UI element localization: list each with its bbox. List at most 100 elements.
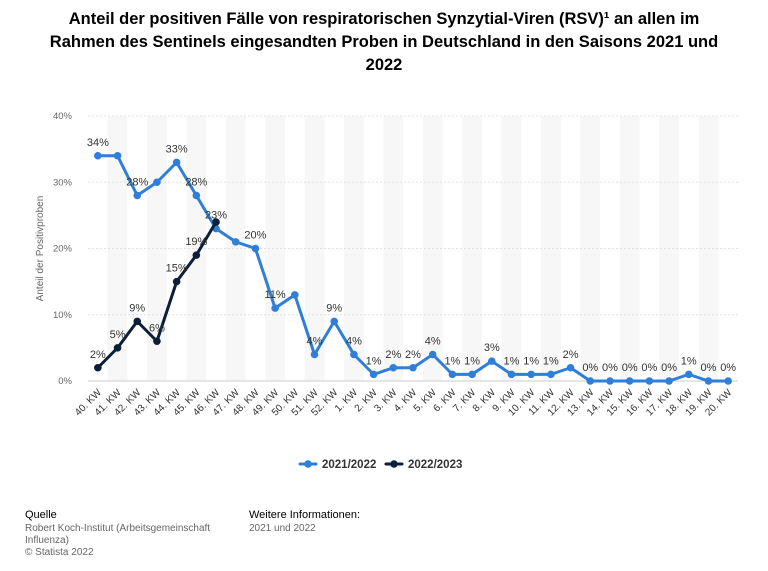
- data-point: [251, 244, 260, 253]
- data-label: 28%: [185, 177, 207, 189]
- data-label: 0%: [661, 362, 677, 374]
- data-point: [468, 370, 476, 379]
- data-point: [94, 151, 102, 160]
- data-point: [487, 357, 496, 365]
- data-point: [271, 304, 279, 312]
- legend-marker: [304, 460, 312, 468]
- y-axis-ticks: 0% 10% 20% 30% 40%: [53, 111, 73, 387]
- data-label: 0%: [582, 362, 598, 374]
- data-point: [547, 370, 555, 379]
- data-point: [507, 370, 516, 379]
- data-point: [665, 377, 673, 385]
- data-point: [172, 277, 181, 286]
- data-point: [428, 350, 437, 359]
- data-label: 23%: [205, 210, 227, 222]
- data-label: 1%: [366, 355, 382, 367]
- legend-label: 2021/2022: [322, 459, 376, 471]
- source-line-3: © Statista 2022: [25, 547, 94, 558]
- data-label: 15%: [166, 263, 188, 275]
- data-label: 4%: [346, 336, 362, 348]
- source-line-2: Influenza): [25, 535, 69, 546]
- data-point: [724, 377, 732, 385]
- data-labels: 34%28%33%28%23%20%11%4%9%4%1%2% 2%4%1% 1%3…: [87, 137, 736, 374]
- series-lines: [94, 151, 732, 385]
- y-tick-label: 0%: [58, 376, 72, 387]
- data-point: [409, 363, 417, 372]
- data-label: 28%: [126, 177, 148, 189]
- data-label: 4%: [307, 336, 323, 348]
- data-point: [153, 337, 161, 346]
- data-label: 1%: [523, 355, 539, 367]
- data-point: [192, 191, 201, 200]
- data-point: [448, 370, 457, 379]
- chart-title-line-3: 2022: [365, 56, 403, 74]
- data-point: [527, 370, 535, 379]
- data-label: 1%: [504, 355, 520, 367]
- data-label: 3%: [484, 342, 500, 354]
- chart-title: Anteil der positiven Fälle von respirato…: [40, 8, 728, 77]
- data-point: [625, 377, 634, 385]
- data-label: 6%: [149, 322, 165, 334]
- data-point: [310, 350, 319, 359]
- data-point: [586, 377, 595, 385]
- data-label: 11%: [265, 289, 286, 301]
- data-label: 4%: [425, 336, 441, 348]
- y-tick-label: 10%: [53, 310, 73, 321]
- data-label: 9%: [129, 302, 145, 314]
- data-point: [369, 370, 378, 379]
- data-point: [231, 238, 240, 246]
- data-label: 9%: [326, 302, 342, 314]
- data-label: 0%: [720, 362, 736, 374]
- data-point: [212, 218, 220, 226]
- data-label: 0%: [602, 362, 618, 374]
- data-point: [94, 363, 102, 372]
- legend-marker: [390, 460, 398, 468]
- data-point: [684, 370, 693, 379]
- data-point: [113, 151, 122, 160]
- source-block: Quelle Robert Koch-Institut (Arbeitsgeme…: [25, 509, 210, 559]
- data-point: [172, 158, 181, 167]
- info-line-1: 2021 und 2022: [249, 523, 316, 534]
- data-point: [291, 291, 299, 299]
- y-tick-label: 20%: [53, 244, 73, 255]
- data-label: 1%: [543, 355, 559, 367]
- data-label: 1%: [464, 355, 480, 367]
- source-line-1: Robert Koch-Institut (Arbeitsgemeinschaf…: [25, 523, 211, 534]
- data-point: [350, 350, 358, 359]
- data-point: [133, 317, 142, 326]
- data-label: 0%: [701, 362, 717, 374]
- data-point: [153, 178, 161, 187]
- data-point: [330, 317, 339, 326]
- data-label: 1%: [681, 355, 697, 367]
- data-point: [389, 363, 398, 372]
- data-label: 2%: [563, 349, 579, 361]
- gridlines: [88, 115, 738, 382]
- data-label: 20%: [244, 230, 266, 242]
- data-label: 0%: [641, 362, 657, 374]
- data-point: [606, 377, 614, 385]
- data-point: [645, 377, 654, 385]
- chart-title-line-1: Anteil der positiven Fälle von respirato…: [68, 10, 700, 28]
- data-label: 5%: [110, 329, 126, 341]
- info-heading: Weitere Informationen:: [249, 509, 361, 521]
- legend: 2021/2022 2022/2023: [298, 459, 462, 471]
- y-tick-label: 40%: [53, 111, 73, 122]
- data-label: 0%: [622, 362, 638, 374]
- data-point: [704, 377, 713, 385]
- data-label: 34%: [87, 137, 109, 149]
- chart-title-line-2: Rahmen des Sentinels eingesandten Proben…: [49, 33, 719, 51]
- info-block: Weitere Informationen: 2021 und 2022: [249, 509, 360, 535]
- data-point: [133, 191, 142, 200]
- data-point: [566, 363, 575, 372]
- data-label: 33%: [166, 143, 188, 155]
- data-label: 2%: [385, 349, 401, 361]
- legend-label: 2022/2023: [408, 459, 462, 471]
- data-label: 2%: [90, 349, 106, 361]
- data-point: [113, 344, 122, 352]
- data-point: [192, 251, 201, 259]
- y-tick-label: 30%: [53, 177, 73, 188]
- data-label: 1%: [444, 355, 460, 367]
- source-heading: Quelle: [25, 509, 57, 521]
